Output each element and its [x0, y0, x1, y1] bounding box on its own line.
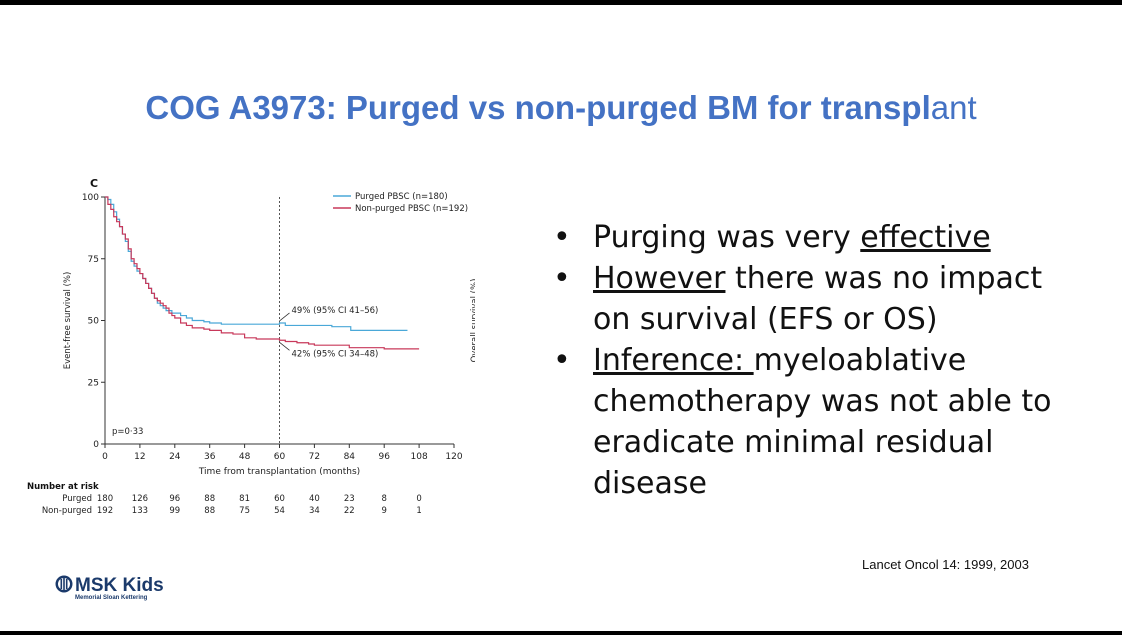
- bullet-text: Purging was very: [593, 220, 861, 255]
- risk-value: 9: [381, 506, 386, 516]
- slide: COG A3973: Purged vs non-purged BM for t…: [0, 5, 1122, 633]
- y-tick-label: 50: [88, 317, 100, 327]
- risk-value: 34: [309, 506, 320, 516]
- bullet-list: • Purging was very effective • However the…: [553, 217, 1073, 504]
- risk-value: 96: [169, 494, 180, 504]
- annotation-pointer: [279, 341, 290, 351]
- risk-value: 88: [204, 506, 215, 516]
- risk-value: 23: [344, 494, 355, 504]
- x-tick-label: 0: [102, 452, 108, 462]
- x-axis-label: Time from transplantation (months): [198, 467, 360, 477]
- risk-value: 54: [274, 506, 285, 516]
- risk-value: 192: [97, 506, 113, 516]
- series-line-non-purged: [105, 196, 420, 350]
- y-tick-label: 0: [93, 440, 99, 450]
- risk-value: 40: [309, 494, 320, 504]
- bullet-item: • Purging was very effective: [553, 217, 1073, 258]
- slide-title: COG A3973: Purged vs non-purged BM for t…: [0, 89, 1122, 127]
- bullet-dot: •: [553, 343, 571, 378]
- x-tick-label: 96: [378, 452, 390, 462]
- legend-label: Non-purged PBSC (n=192): [355, 204, 468, 214]
- y-tick-label: 75: [88, 255, 99, 265]
- y-axis-label-right: Overall survival (%): [470, 279, 475, 363]
- p-value-label: p=0·33: [112, 427, 143, 437]
- bullet-item: • Inference: myeloablative chemotherapy w…: [553, 340, 1073, 504]
- title-tail: ant: [930, 89, 977, 126]
- risk-value: 81: [239, 494, 250, 504]
- x-tick-label: 60: [274, 452, 286, 462]
- y-tick-label: 25: [88, 378, 99, 388]
- risk-value: 1: [416, 506, 421, 516]
- risk-value: 8: [381, 494, 386, 504]
- x-tick-label: 120: [445, 452, 462, 462]
- bullet-underlined: However: [593, 261, 726, 296]
- bullet-text: there was no impact on survival (EFS or …: [593, 261, 1043, 337]
- x-tick-label: 84: [344, 452, 356, 462]
- x-tick-label: 48: [239, 452, 251, 462]
- bullet-dot: •: [553, 220, 571, 255]
- logo-name: MSK Kids: [75, 575, 164, 596]
- risk-value: 133: [132, 506, 148, 516]
- annotation-label: 49% (95% CI 41–56): [292, 306, 379, 316]
- annotation-pointer: [279, 312, 290, 322]
- msk-kids-logo: MSK Kids Memorial Sloan Kettering: [55, 574, 164, 601]
- annotation-label: 42% (95% CI 34–48): [292, 349, 379, 359]
- risk-value: 180: [97, 494, 113, 504]
- risk-row-label: Purged: [62, 494, 92, 504]
- title-main: COG A3973: Purged vs non-purged BM for t…: [145, 89, 931, 126]
- logo-subtitle: Memorial Sloan Kettering: [75, 595, 148, 601]
- bullet-item: • However there was no impact on survival…: [553, 258, 1073, 340]
- risk-value: 99: [169, 506, 180, 516]
- x-tick-label: 36: [204, 452, 216, 462]
- risk-value: 22: [344, 506, 355, 516]
- bullet-underlined: effective: [860, 220, 991, 255]
- reference-text: Lancet Oncol 14: 1999, 2003: [862, 557, 1029, 572]
- bullet-dot: •: [553, 261, 571, 296]
- msk-shield-icon: [55, 575, 73, 593]
- bullet-text: myeloablative chemotherapy was not able …: [593, 343, 1052, 501]
- risk-value: 88: [204, 494, 215, 504]
- risk-value: 126: [132, 494, 148, 504]
- risk-table-header: Number at risk: [27, 482, 99, 492]
- risk-value: 0: [416, 494, 421, 504]
- x-tick-label: 24: [169, 452, 181, 462]
- x-tick-label: 108: [411, 452, 428, 462]
- panel-label: C: [90, 177, 98, 190]
- x-tick-label: 12: [134, 452, 145, 462]
- risk-value: 60: [274, 494, 285, 504]
- y-axis-label: Event-free survival (%): [63, 272, 73, 370]
- risk-value: 75: [239, 506, 250, 516]
- risk-row-label: Non-purged: [42, 506, 92, 516]
- bullet-underlined: Inference:: [593, 343, 754, 378]
- y-tick-label: 100: [82, 193, 99, 203]
- legend-label: Purged PBSC (n=180): [355, 192, 448, 202]
- x-tick-label: 72: [309, 452, 320, 462]
